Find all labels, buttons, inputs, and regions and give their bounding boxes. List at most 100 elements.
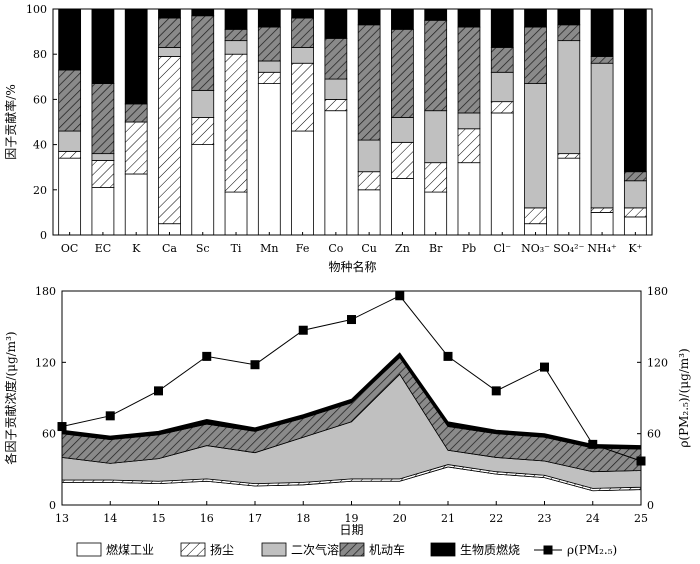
bar-segment [124, 103, 148, 123]
bar-segment [224, 40, 248, 55]
daily-concentration-chart: 0 60 120 180 0 60 120 180 13 14 15 16 17 18 19 20 21 22… [3, 285, 691, 537]
y-tick-label: 120 [35, 356, 56, 369]
bar-segment [324, 99, 348, 112]
bar-segment [357, 24, 381, 141]
bar-segment [158, 56, 181, 225]
x-tick-label: 22 [489, 512, 503, 525]
bar-segment [557, 24, 581, 42]
bottom-y-axis-title: 各因子贡献浓度/(μg/m³) [3, 331, 18, 464]
bar-segment [357, 139, 381, 173]
bar-segment [524, 26, 547, 84]
bar-segment [191, 89, 215, 118]
bar-segment [58, 8, 82, 71]
top-x-axis-title: 物种名称 [328, 259, 376, 274]
bar-segment [557, 157, 581, 236]
legend-swatch [339, 542, 365, 557]
x-tick-label: 17 [248, 512, 262, 525]
bar-segment [324, 8, 348, 39]
y2-tick-label: 60 [647, 428, 661, 441]
bar-segment [557, 8, 581, 26]
bar-segment [224, 191, 248, 236]
bar-segment [590, 211, 614, 236]
bar-segment [391, 117, 414, 143]
stacked-bars [58, 8, 647, 236]
y2-tick-label: 120 [647, 356, 668, 369]
bar-segment [191, 15, 215, 91]
x-tick-label: NO₃⁻ [521, 242, 550, 255]
x-tick-label: SO₄²⁻ [553, 242, 584, 255]
bar-segment [291, 62, 314, 132]
bar-segment [457, 128, 481, 164]
x-tick-label: 18 [296, 512, 310, 525]
x-tick-label: Fe [296, 242, 310, 255]
bar-segment [58, 157, 82, 236]
bar-segment [490, 101, 514, 114]
bar-segment [257, 60, 281, 73]
bar-segment [124, 121, 148, 175]
pm25-marker [154, 386, 163, 396]
bar-segment [291, 17, 314, 48]
bar-segment [524, 8, 547, 28]
bottom-left-y-axis: 0 60 120 180 [35, 285, 66, 512]
bar-segment [357, 8, 381, 26]
bar-segment [490, 47, 514, 73]
bar-segment [457, 8, 481, 28]
bar-segment [391, 141, 414, 179]
top-y-axis-title: 因子贡献率/% [3, 84, 18, 159]
x-tick-label: Pb [462, 242, 476, 255]
bar-segment [424, 19, 448, 112]
bar-segment [257, 26, 281, 62]
bar-segment [58, 69, 82, 132]
x-tick-label: Cu [361, 242, 377, 255]
bar-segment [457, 162, 481, 236]
legend-label: 扬尘 [210, 542, 234, 557]
legend-label: 机动车 [369, 542, 405, 557]
x-tick-label: Co [328, 242, 343, 255]
top-y-axis: 0 20 40 60 80 100 [26, 3, 57, 242]
x-tick-label: K⁺ [628, 242, 642, 255]
bar-segment [158, 47, 181, 57]
y2-tick-label: 180 [647, 285, 668, 298]
x-tick-label: 16 [200, 512, 214, 525]
x-tick-label: OC [61, 242, 78, 255]
x-tick-label: EC [95, 242, 111, 255]
pm25-marker [105, 411, 115, 421]
bar-segment [291, 130, 314, 236]
bar-segment [490, 112, 514, 236]
bar-segment [224, 8, 248, 30]
x-tick-label: Cl⁻ [493, 242, 511, 255]
bar-segment [557, 40, 581, 155]
bottom-y2-axis-title: ρ(PM₂.₅)/(μg/m³) [677, 348, 691, 447]
bar-segment [257, 8, 281, 28]
bottom-x-axis: 13 14 15 16 17 18 19 20 21 22 23 24 25 [55, 501, 648, 525]
y-tick-label: 60 [33, 93, 47, 106]
x-tick-label: Mn [260, 242, 278, 255]
x-tick-label: NH₄⁺ [587, 242, 617, 255]
y-tick-label: 80 [33, 48, 47, 61]
x-tick-label: 24 [586, 512, 600, 525]
bar-segment [291, 47, 314, 64]
bar-segment [357, 171, 381, 191]
x-tick-label: 19 [345, 512, 359, 525]
legend-swatch [180, 542, 206, 557]
bar-segment [590, 62, 614, 209]
bar-segment [224, 53, 248, 193]
legend-swatch [430, 542, 456, 557]
pm25-marker [443, 351, 453, 361]
bar-segment [191, 117, 215, 146]
pm25-marker [298, 325, 308, 335]
bar-segment [224, 28, 248, 42]
x-tick-label: 13 [55, 512, 69, 525]
bar-segment [324, 78, 348, 100]
bottom-x-axis-title: 日期 [339, 523, 363, 537]
top-plot-frame [52, 8, 653, 236]
y-tick-label: 100 [26, 3, 47, 16]
bar-segment [524, 83, 547, 209]
area-layer [61, 373, 642, 489]
bar-segment [391, 28, 414, 118]
pm25-marker [491, 386, 501, 396]
x-tick-label: K [132, 242, 141, 255]
bar-segment [623, 171, 647, 182]
bar-segment [158, 8, 181, 19]
